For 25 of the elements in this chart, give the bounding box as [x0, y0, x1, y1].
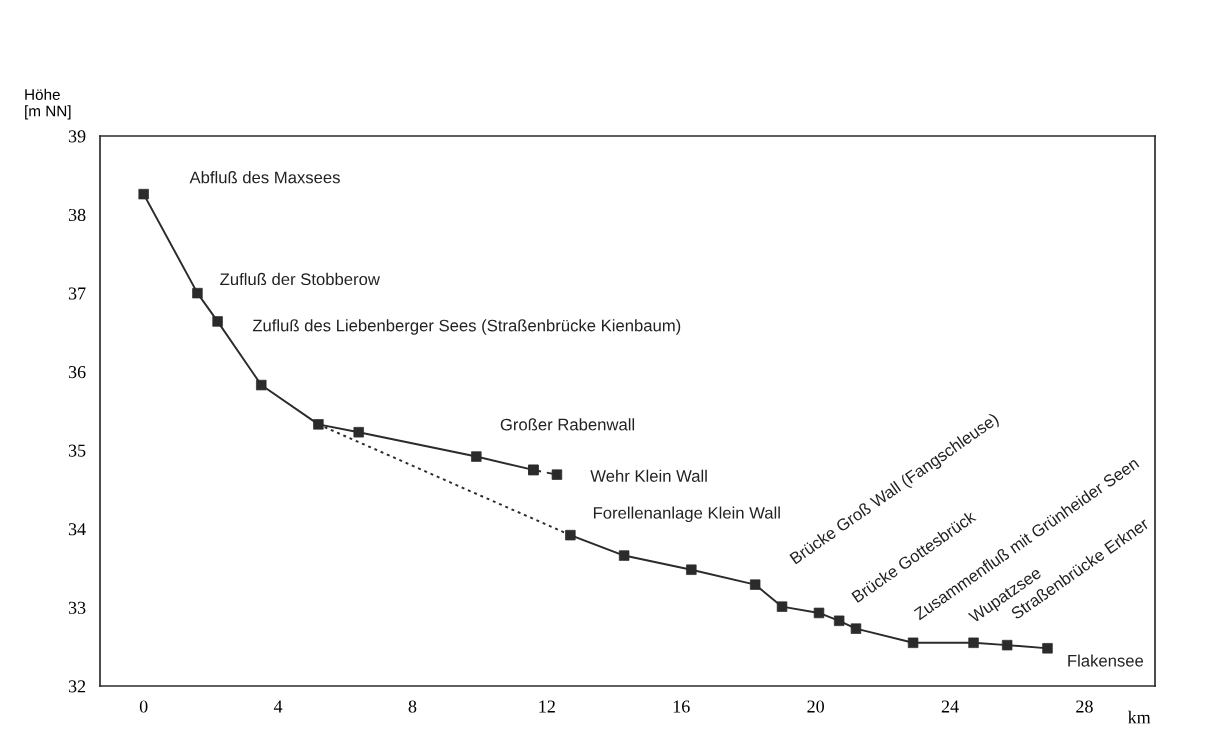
x-tick-label: 28 [1076, 700, 1093, 713]
x-tick-label: 0 [139, 700, 148, 713]
x-tick-label: 8 [408, 700, 417, 713]
y-tick-label: 39 [68, 130, 86, 143]
y-tick-label: 38 [68, 208, 86, 222]
annotation: Zufluß der Stobberow [220, 272, 380, 286]
x-tick-label: 4 [273, 700, 283, 713]
annotation: Zufluß des Liebenberger Sees (Straßenbrücke Kienbaum) [252, 319, 681, 335]
x-tick-label: 16 [673, 700, 690, 713]
y-tick-label: 37 [68, 287, 86, 300]
annotation: Flakensee [1068, 654, 1144, 667]
x-tick-label: 24 [941, 700, 959, 713]
y-axis-title: Höhe [m NN] [25, 88, 71, 120]
annotation: Forellenanlage Klein Wall [593, 506, 780, 523]
y-tick-label: 32 [68, 680, 86, 693]
annotation: Wehr Klein Wall [590, 469, 707, 482]
y-tick-label: 34 [68, 523, 86, 536]
x-axis-title: km [1127, 710, 1151, 724]
annotation: Abfluß des Maxsees [189, 171, 340, 184]
y-tick-label: 36 [68, 366, 86, 379]
annotation: Großer Rabenwall [500, 418, 635, 431]
x-tick-label: 12 [539, 700, 555, 713]
y-tick-label: 33 [68, 601, 86, 614]
x-tick-label: 20 [807, 700, 824, 713]
y-tick-label: 35 [68, 444, 86, 457]
